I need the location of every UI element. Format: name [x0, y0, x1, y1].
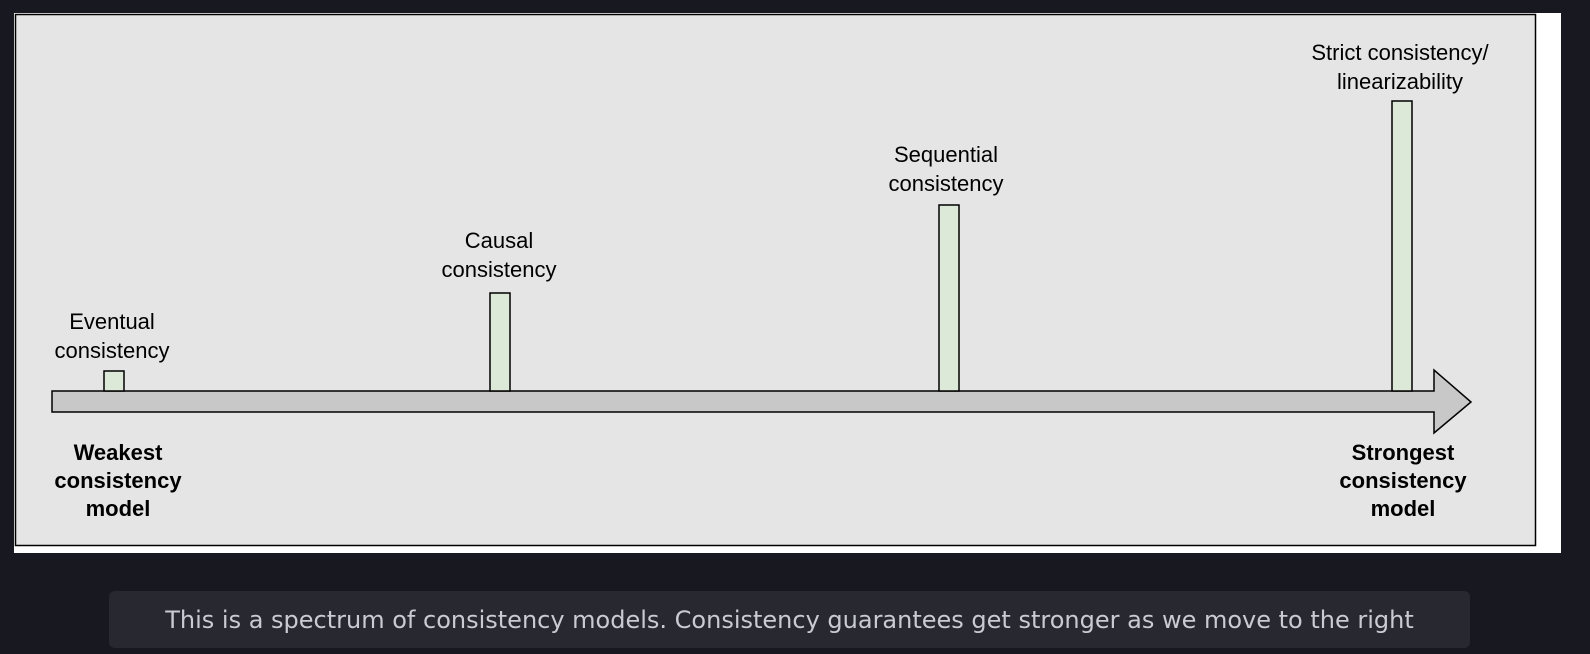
- label-sequential-consistency: Sequential consistency: [888, 142, 1004, 196]
- figure-canvas: [14, 13, 1537, 547]
- caption-text: This is a spectrum of consistency models…: [165, 605, 1414, 634]
- label-weakest-model: Weakest consistency model: [54, 440, 182, 521]
- figure-caption: This is a spectrum of consistency models…: [109, 591, 1470, 648]
- bar-causal-consistency: [489, 292, 511, 392]
- bar-strict-consistency: [1391, 100, 1413, 392]
- label-eventual-consistency: Eventual consistency: [54, 309, 170, 363]
- bar-eventual-consistency: [103, 370, 125, 392]
- label-causal-consistency: Causal consistency: [441, 228, 557, 282]
- label-strict-consistency: Strict consistency/ linearizability: [1311, 40, 1489, 94]
- spectrum-arrow: [51, 368, 1473, 435]
- diagram-panel: [14, 13, 1537, 547]
- consistency-spectrum-figure: Eventual consistency Causal consistency …: [14, 13, 1561, 553]
- label-strongest-model: Strongest consistency model: [1339, 440, 1467, 521]
- bar-sequential-consistency: [938, 204, 960, 392]
